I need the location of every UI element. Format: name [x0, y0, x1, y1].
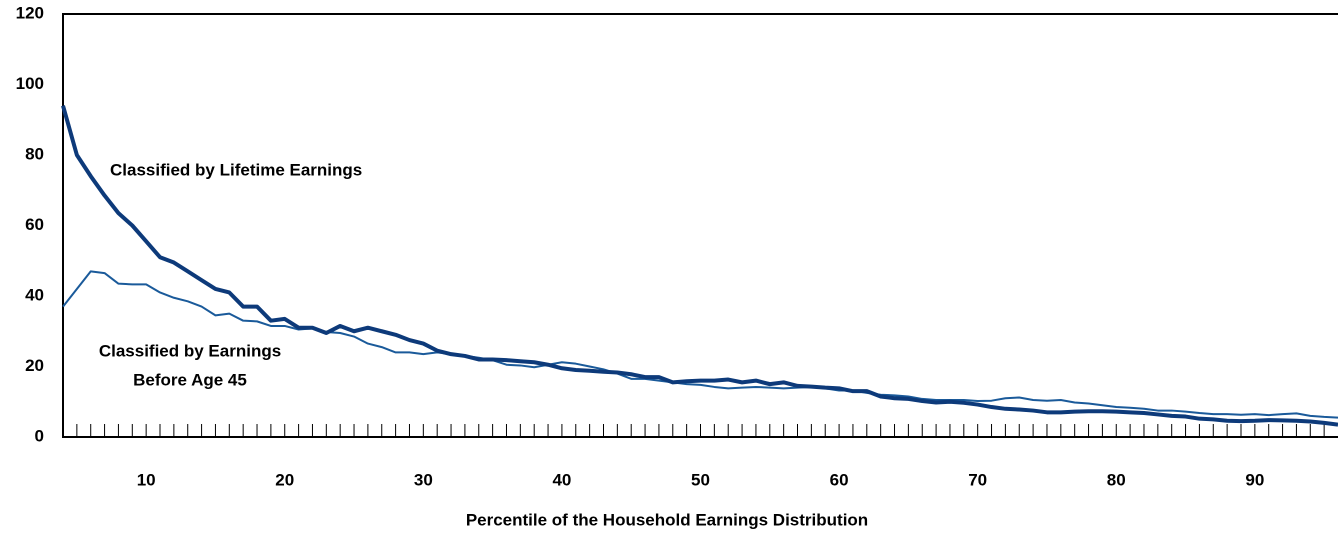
annotation: Before Age 45: [133, 370, 247, 389]
data-line: [62, 270, 1338, 419]
x-tick-label: 30: [414, 470, 433, 489]
y-tick-label: 0: [35, 426, 44, 445]
x-tick-label: 80: [1107, 470, 1126, 489]
annotation: Classified by Earnings: [99, 341, 281, 360]
x-tick-label: 60: [830, 470, 849, 489]
annotation: Classified by Lifetime Earnings: [110, 160, 362, 179]
data-line: [61, 105, 1338, 427]
x-tick-label: 20: [275, 470, 294, 489]
y-tick-label: 20: [25, 356, 44, 375]
x-tick-label: 10: [137, 470, 156, 489]
y-tick-label: 60: [25, 215, 44, 234]
y-tick-label: 80: [25, 144, 44, 163]
plot-frame: [62, 13, 1338, 438]
y-tick-label: 120: [16, 3, 44, 22]
x-tick-label: 90: [1245, 470, 1264, 489]
x-tick-label: 70: [968, 470, 987, 489]
x-axis-label: Percentile of the Household Earnings Dis…: [466, 510, 868, 529]
x-tick-label: 50: [691, 470, 710, 489]
y-tick-label: 40: [25, 285, 44, 304]
x-tick-label: 40: [552, 470, 571, 489]
y-tick-label: 100: [16, 74, 44, 93]
